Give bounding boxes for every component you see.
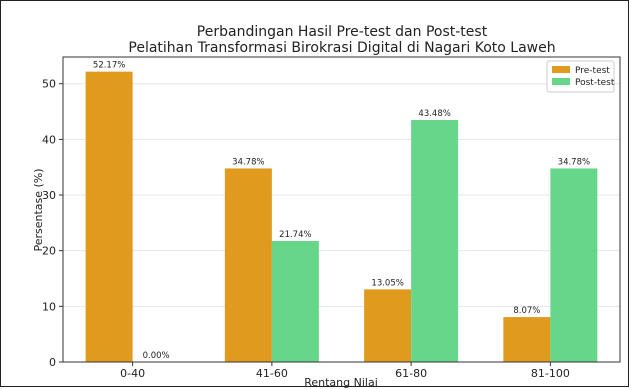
chart-subtitle: Pelatihan Transformasi Birokrasi Digital…: [128, 40, 555, 56]
y-tick-label: 20: [42, 245, 56, 258]
data-label: 34.78%: [558, 157, 590, 167]
y-axis-label: Persentase (%): [32, 168, 45, 251]
y-tick-label: 30: [42, 189, 56, 202]
data-labels: 52.17% 0.00% 34.78% 21.74% 13.05% 43.48% 8.07%…: [93, 61, 590, 361]
x-tick-label: 0-40: [120, 367, 145, 380]
legend-swatch: [552, 78, 570, 85]
data-label: 34.78%: [232, 157, 264, 167]
bar-post-test-41-60: [271, 241, 319, 362]
legend-swatch: [552, 66, 570, 73]
plot-area-border: [62, 56, 621, 363]
y-tick-label: 0: [49, 356, 56, 369]
y-tick-label: 50: [42, 78, 56, 91]
data-label: 13.05%: [371, 278, 403, 288]
data-label: 8.07%: [513, 306, 540, 316]
legend-label: Post-test: [575, 78, 615, 88]
x-tick-label: 41-60: [256, 367, 288, 380]
bar-pre-test-0-40: [85, 71, 133, 363]
x-tick-label: 61-80: [395, 367, 427, 380]
bars: [85, 71, 598, 363]
legend-label: Pre-test: [575, 66, 610, 76]
x-axis-label: Rentang Nilai: [304, 376, 378, 389]
bar-post-test-61-80: [411, 120, 459, 362]
x-tick-label: 81-100: [531, 367, 570, 380]
bar-post-test-81-100: [550, 168, 598, 362]
y-tick-label: 10: [42, 300, 56, 313]
bar-pre-test-61-80: [364, 289, 412, 362]
y-axis-ticks: 0 10 20 30 40 50: [42, 78, 63, 369]
bar-pre-test-81-100: [503, 317, 551, 362]
data-label: 52.17%: [93, 61, 125, 71]
legend: Pre-test Post-test: [546, 60, 615, 93]
data-label: 43.48%: [418, 109, 450, 119]
x-axis-ticks: 0-40 41-60 61-80 81-100: [120, 362, 570, 380]
y-tick-label: 40: [42, 133, 56, 146]
data-label: 21.74%: [279, 230, 311, 240]
bar-pre-test-41-60: [224, 168, 272, 362]
data-label: 0.00%: [143, 351, 170, 361]
chart-title: Perbandingan Hasil Pre-test dan Post-tes…: [197, 24, 488, 40]
